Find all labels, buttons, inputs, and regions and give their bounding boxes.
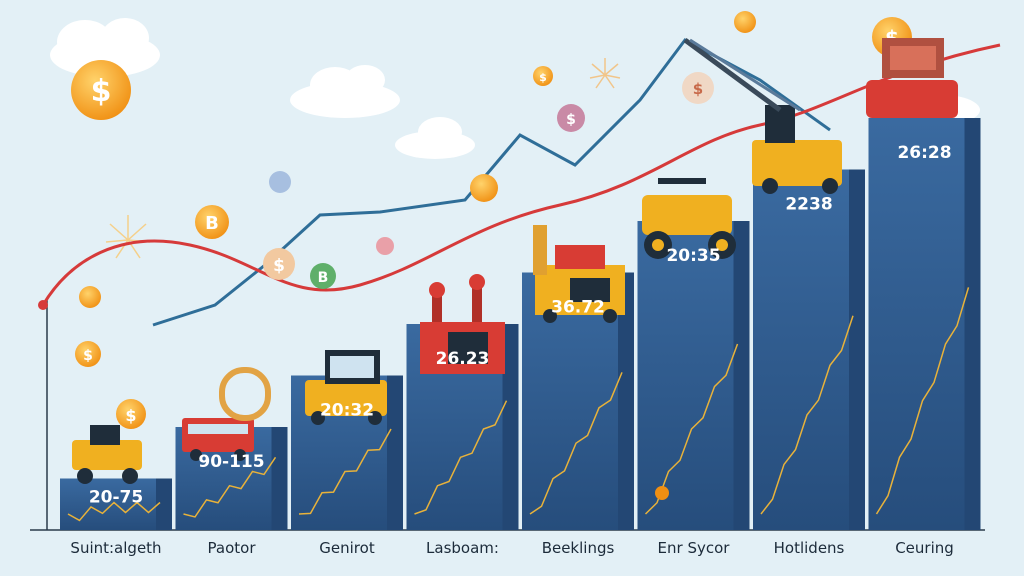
vehicle-icon xyxy=(305,350,387,425)
cloud-icon xyxy=(50,18,160,77)
bar-side-5 xyxy=(618,272,634,530)
bar-value-label-1: 20-75 xyxy=(89,488,143,508)
value-labels-group: 20-75 90-115 20:32 26.23 36.72 20:35 2238 26:28 xyxy=(89,143,952,508)
bar-value-label-3: 20:32 xyxy=(320,401,374,421)
category-label-1: Suint:algeth xyxy=(70,539,161,557)
bar-side-7 xyxy=(849,169,865,530)
svg-text:$: $ xyxy=(566,112,576,128)
svg-text:B: B xyxy=(318,270,329,286)
bar-side-3 xyxy=(387,375,403,530)
vehicle-icon xyxy=(420,274,505,374)
dollar-coin-icon xyxy=(470,174,498,202)
dollar-coin-icon: $ xyxy=(682,72,714,104)
category-label-7: Hotlidens xyxy=(774,539,845,557)
svg-text:$: $ xyxy=(91,74,112,109)
crane-icon xyxy=(683,37,842,194)
category-label-3: Genirot xyxy=(319,539,375,557)
bitcoin-coin-icon: B xyxy=(195,205,229,239)
svg-text:$: $ xyxy=(125,406,136,425)
trend-line-red xyxy=(41,43,1001,306)
firework-icon xyxy=(589,58,621,89)
bar-sparkline-5 xyxy=(529,372,623,515)
dollar-coin-icon xyxy=(655,486,669,500)
vehicle-icon xyxy=(72,425,142,484)
cloud-icon xyxy=(395,117,475,159)
vehicle-icon xyxy=(642,178,736,259)
dollar-coin-icon: $ xyxy=(71,60,131,120)
dollar-coin-icon: $ xyxy=(557,104,585,132)
svg-text:$: $ xyxy=(693,80,703,98)
cloud-icon xyxy=(290,65,400,118)
svg-text:$: $ xyxy=(273,256,285,276)
dollar-coin-icon xyxy=(79,286,101,308)
dollar-coin-icon xyxy=(376,237,394,255)
dollar-coin-icon: $ xyxy=(116,399,146,429)
bar-value-label-4: 26.23 xyxy=(436,349,490,369)
vehicle-icon xyxy=(182,367,271,461)
bar-sparkline-3 xyxy=(298,428,392,515)
bar-value-label-7: 2238 xyxy=(785,195,832,215)
bar-side-6 xyxy=(733,221,750,530)
dollar-coin-icon: $ xyxy=(533,66,553,86)
firework-icon xyxy=(105,215,151,259)
bar-sparkline-1 xyxy=(67,501,161,522)
bar-side-1 xyxy=(156,478,172,530)
vehicle-icon xyxy=(533,225,625,323)
bar-value-label-8: 26:28 xyxy=(897,143,951,163)
category-labels-group: Suint:algeth Paotor Genirot Lasboam: Beeklin… xyxy=(70,539,953,557)
bar-sparkline-8 xyxy=(875,287,970,515)
dollar-coin-icon: $ xyxy=(75,341,101,367)
category-label-2: Paotor xyxy=(208,539,257,557)
bar-value-label-6: 20:35 xyxy=(666,246,720,266)
vehicle-icon xyxy=(866,38,958,118)
bar-value-label-2: 90-115 xyxy=(198,452,264,472)
bar-6 xyxy=(637,221,750,530)
bar-side-2 xyxy=(271,427,288,530)
bar-7 xyxy=(753,169,865,530)
svg-text:B: B xyxy=(205,213,219,234)
category-label-4: Lasboam: xyxy=(426,539,499,557)
dollar-coin-icon xyxy=(269,171,291,193)
dollar-coin-icon: $ xyxy=(263,248,295,280)
category-label-5: Beeklings xyxy=(542,539,615,557)
dollar-coin-icon: B xyxy=(310,263,336,289)
bar-sparkline-2 xyxy=(183,456,277,518)
category-label-6: Enr Sycor xyxy=(658,539,731,557)
svg-text:$: $ xyxy=(539,71,547,84)
svg-text:$: $ xyxy=(83,348,93,364)
bar-sparkline-4 xyxy=(414,400,508,515)
bar-sparkline-7 xyxy=(760,315,854,515)
bar-8 xyxy=(868,118,981,530)
bar-side-4 xyxy=(502,324,519,530)
dollar-coin-icon xyxy=(734,11,756,33)
category-label-8: Ceuring xyxy=(895,539,954,557)
bar-value-label-5: 36.72 xyxy=(551,298,605,318)
trend-start-marker xyxy=(38,300,48,310)
bar-side-8 xyxy=(964,118,981,530)
